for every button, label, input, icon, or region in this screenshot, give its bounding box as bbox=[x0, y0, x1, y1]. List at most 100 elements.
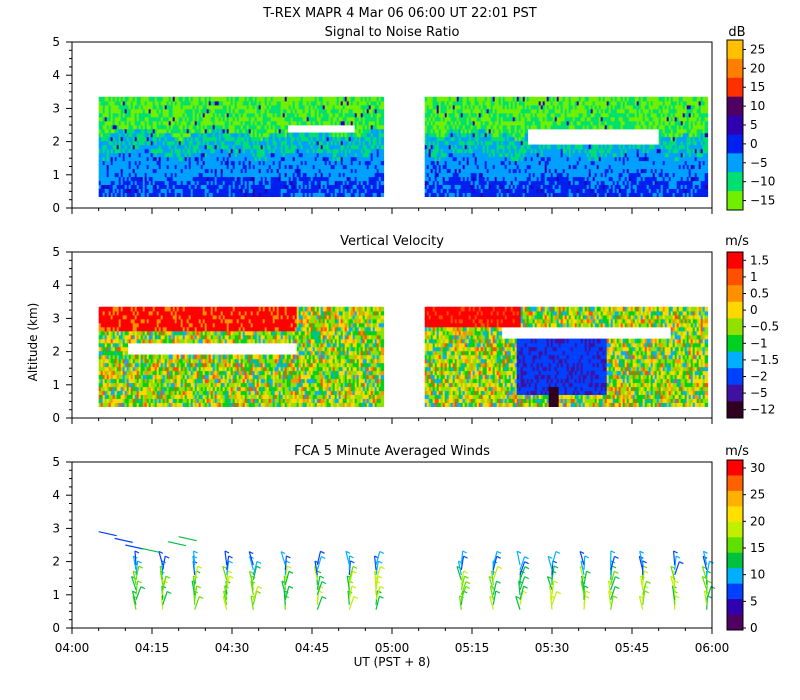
snr-cell bbox=[214, 144, 219, 150]
snr-cell bbox=[238, 128, 243, 134]
snr-cell bbox=[246, 144, 251, 150]
snr-cell bbox=[256, 128, 261, 134]
snr-cell bbox=[274, 160, 279, 166]
snr-cell bbox=[542, 184, 547, 189]
snr-cell bbox=[170, 140, 175, 146]
snr-cell bbox=[226, 148, 231, 154]
snr-cell bbox=[308, 120, 313, 126]
snr-cell bbox=[518, 148, 523, 154]
snr-cell bbox=[340, 176, 345, 182]
snr-cell bbox=[216, 168, 221, 174]
snr-cell bbox=[208, 180, 213, 185]
snr-cell bbox=[494, 100, 499, 106]
snr-cell bbox=[250, 176, 255, 182]
snr-cell bbox=[494, 192, 499, 197]
snr-cell bbox=[472, 100, 477, 106]
snr-cell bbox=[488, 156, 493, 162]
snr-cell bbox=[308, 168, 313, 174]
snr-cell bbox=[484, 120, 489, 126]
snr-cell bbox=[302, 188, 307, 193]
snr-cell bbox=[276, 100, 281, 106]
snr-cell bbox=[272, 108, 277, 114]
snr-cell bbox=[468, 96, 473, 102]
snr-cell bbox=[144, 108, 149, 114]
snr-cell bbox=[232, 104, 237, 110]
snr-cell bbox=[212, 120, 217, 126]
snr-cell bbox=[204, 156, 209, 162]
snr-cell bbox=[346, 108, 351, 114]
snr-cell bbox=[442, 100, 447, 106]
snr-cell bbox=[236, 144, 241, 150]
snr-cell bbox=[486, 120, 491, 126]
snr-cell bbox=[262, 180, 267, 185]
snr-cell bbox=[350, 184, 355, 189]
snr-cell bbox=[486, 112, 491, 118]
snr-cell bbox=[122, 120, 127, 126]
snr-cell bbox=[276, 176, 281, 182]
snr-cell bbox=[288, 176, 293, 182]
snr-cell bbox=[208, 108, 213, 114]
snr-cell bbox=[274, 188, 279, 193]
snr-cell bbox=[202, 168, 207, 174]
snr-cell bbox=[328, 144, 333, 150]
snr-cell bbox=[514, 184, 519, 189]
snr-cell bbox=[534, 152, 539, 158]
snr-cell bbox=[210, 144, 215, 150]
snr-cell bbox=[466, 184, 471, 189]
snr-cell bbox=[378, 96, 383, 102]
snr-cell bbox=[196, 176, 201, 182]
snr-cell bbox=[444, 136, 449, 142]
snr-cell bbox=[146, 128, 151, 134]
snr-cell bbox=[254, 172, 259, 178]
snr-cell bbox=[530, 156, 535, 162]
snr-cell bbox=[202, 120, 207, 126]
snr-cell bbox=[318, 136, 323, 142]
snr-cell bbox=[368, 100, 373, 106]
snr-cell bbox=[496, 160, 501, 166]
snr-cell bbox=[376, 144, 381, 150]
snr-cell bbox=[250, 124, 255, 130]
snr-cell bbox=[452, 148, 457, 154]
snr-cell bbox=[356, 136, 361, 142]
snr-cell bbox=[128, 116, 133, 122]
snr-cell bbox=[518, 96, 523, 102]
snr-cell bbox=[292, 152, 297, 158]
snr-cell bbox=[144, 184, 149, 189]
snr-cell bbox=[488, 136, 493, 142]
snr-cell bbox=[540, 168, 545, 174]
snr-cell bbox=[236, 184, 241, 189]
snr-cell bbox=[462, 124, 467, 130]
snr-cell bbox=[426, 96, 431, 102]
snr-cell bbox=[380, 148, 385, 154]
snr-cell bbox=[164, 104, 169, 110]
snr-cell bbox=[474, 156, 479, 162]
snr-cell bbox=[202, 172, 207, 178]
snr-cell bbox=[296, 168, 301, 174]
snr-cell bbox=[528, 148, 533, 154]
snr-cell bbox=[366, 136, 371, 142]
snr-cell bbox=[484, 172, 489, 178]
snr-cell bbox=[298, 108, 303, 114]
snr-cell bbox=[112, 120, 117, 126]
snr-cell bbox=[168, 172, 173, 178]
snr-cell bbox=[472, 120, 477, 126]
snr-cell bbox=[262, 96, 267, 102]
snr-cell bbox=[320, 136, 325, 142]
snr-cell bbox=[344, 96, 349, 102]
snr-cell bbox=[106, 160, 111, 166]
snr-cell bbox=[266, 168, 271, 174]
snr-cell bbox=[482, 180, 487, 185]
snr-cell bbox=[154, 136, 159, 142]
snr-cell bbox=[270, 148, 275, 154]
snr-cell bbox=[244, 180, 249, 185]
snr-cell bbox=[464, 172, 469, 178]
snr-cell bbox=[354, 192, 359, 197]
snr-cell bbox=[194, 116, 199, 122]
snr-cell bbox=[308, 192, 313, 197]
snr-cell bbox=[374, 116, 379, 122]
snr-cell bbox=[184, 164, 189, 170]
snr-cell bbox=[168, 112, 173, 118]
snr-cell bbox=[432, 168, 437, 174]
snr-cell bbox=[376, 104, 381, 110]
snr-cell bbox=[148, 128, 153, 134]
